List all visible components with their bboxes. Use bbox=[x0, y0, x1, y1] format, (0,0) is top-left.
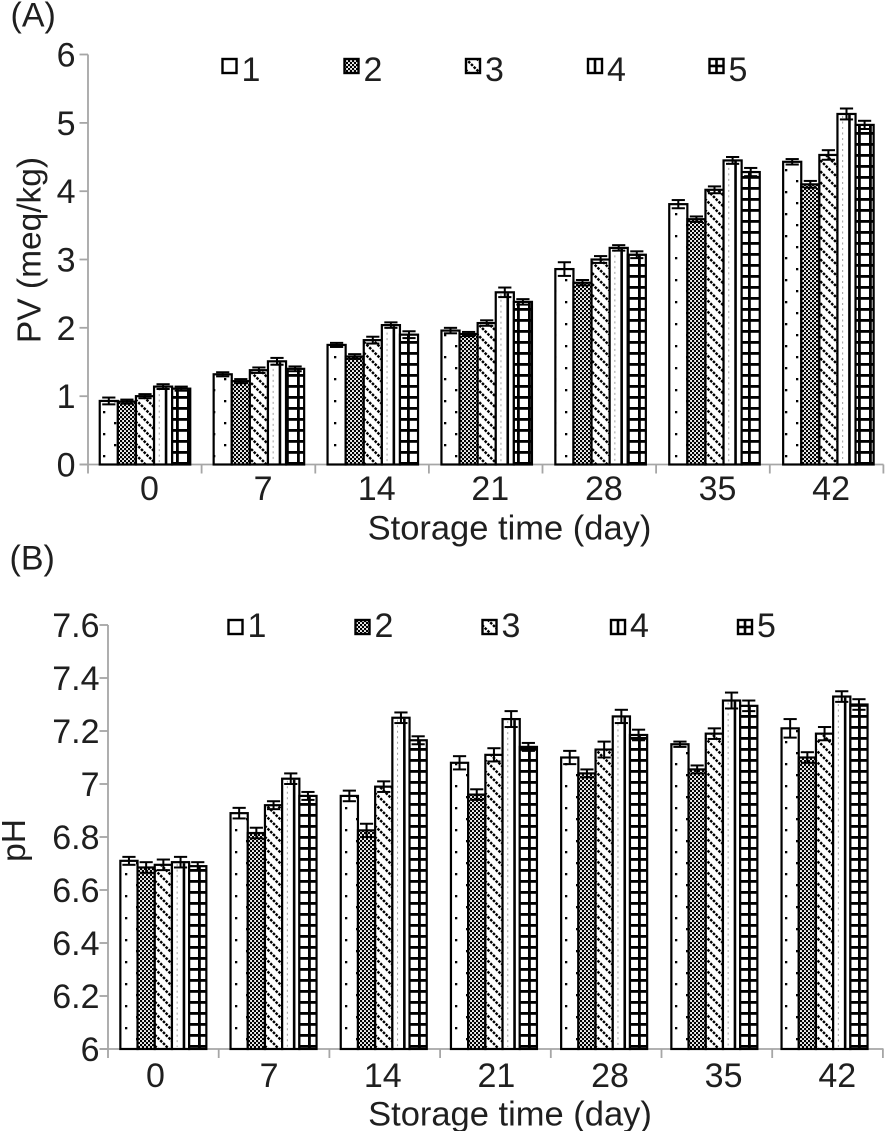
svg-text:4: 4 bbox=[57, 173, 76, 211]
svg-text:6.6: 6.6 bbox=[52, 872, 99, 910]
svg-text:7.2: 7.2 bbox=[52, 713, 99, 751]
svg-text:7: 7 bbox=[260, 1057, 279, 1095]
svg-text:pH: pH bbox=[0, 819, 33, 862]
svg-text:Storage time (day): Storage time (day) bbox=[368, 510, 652, 548]
svg-text:0: 0 bbox=[140, 470, 159, 508]
svg-text:3: 3 bbox=[57, 242, 76, 280]
svg-text:6: 6 bbox=[57, 37, 76, 75]
svg-text:7.4: 7.4 bbox=[52, 660, 99, 698]
svg-text:35: 35 bbox=[705, 1057, 743, 1095]
svg-text:7: 7 bbox=[254, 470, 273, 508]
svg-text:28: 28 bbox=[585, 470, 623, 508]
svg-text:5: 5 bbox=[57, 105, 76, 143]
svg-text:6.4: 6.4 bbox=[52, 925, 99, 963]
svg-text:42: 42 bbox=[812, 470, 850, 508]
svg-text:7.6: 7.6 bbox=[52, 607, 99, 645]
svg-text:6.8: 6.8 bbox=[52, 819, 99, 857]
svg-text:0: 0 bbox=[57, 447, 76, 485]
svg-text:6.2: 6.2 bbox=[52, 978, 99, 1016]
svg-text:5: 5 bbox=[729, 51, 748, 89]
svg-text:0: 0 bbox=[146, 1057, 165, 1095]
svg-text:35: 35 bbox=[699, 470, 737, 508]
svg-text:1: 1 bbox=[242, 51, 261, 89]
svg-text:Storage time (day): Storage time (day) bbox=[368, 1096, 652, 1131]
svg-text:(A): (A) bbox=[11, 0, 56, 35]
svg-text:4: 4 bbox=[630, 607, 649, 645]
svg-text:6: 6 bbox=[81, 1031, 100, 1069]
svg-text:3: 3 bbox=[485, 51, 504, 89]
svg-text:2: 2 bbox=[375, 607, 394, 645]
svg-text:28: 28 bbox=[591, 1057, 629, 1095]
svg-text:PV (meq/kg): PV (meq/kg) bbox=[12, 157, 49, 343]
svg-text:3: 3 bbox=[502, 607, 521, 645]
svg-text:(B): (B) bbox=[10, 540, 55, 578]
svg-text:2: 2 bbox=[57, 310, 76, 348]
svg-text:42: 42 bbox=[818, 1057, 856, 1095]
svg-text:4: 4 bbox=[607, 51, 626, 89]
svg-text:2: 2 bbox=[364, 51, 383, 89]
svg-text:7: 7 bbox=[81, 766, 100, 804]
svg-text:1: 1 bbox=[248, 607, 267, 645]
svg-text:21: 21 bbox=[471, 470, 509, 508]
svg-text:1: 1 bbox=[57, 378, 76, 416]
svg-text:14: 14 bbox=[358, 470, 396, 508]
svg-text:21: 21 bbox=[477, 1057, 515, 1095]
svg-text:5: 5 bbox=[757, 607, 776, 645]
svg-text:14: 14 bbox=[364, 1057, 402, 1095]
